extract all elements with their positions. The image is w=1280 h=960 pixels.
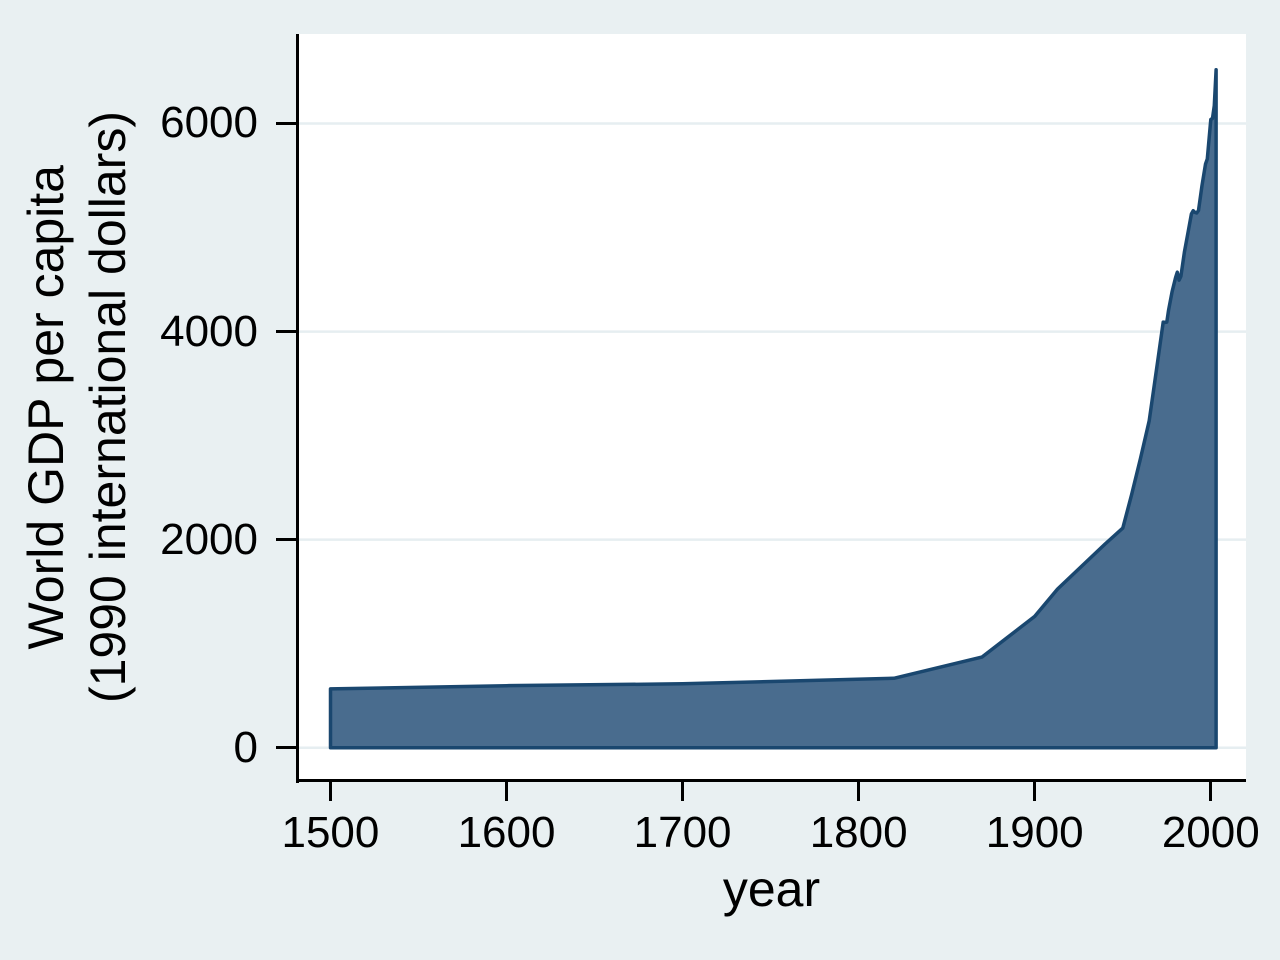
y-axis-title-line1: World GDP per capita — [18, 164, 74, 650]
x-tick-1800 — [857, 780, 861, 801]
x-tick-2000 — [1209, 780, 1213, 801]
x-tick-label-1900: 1900 — [985, 808, 1084, 857]
x-tick-label-1500: 1500 — [281, 808, 380, 857]
area-chart-svg — [297, 68, 1246, 750]
x-tick-label-1700: 1700 — [633, 808, 732, 857]
y-tick-2000 — [276, 538, 297, 542]
y-tick-label-6000: 6000 — [160, 98, 258, 148]
y-tick-4000 — [276, 330, 297, 334]
y-tick-6000 — [276, 121, 297, 125]
plot-area — [297, 34, 1246, 780]
x-axis-line — [295, 779, 1246, 782]
y-tick-0 — [276, 746, 297, 750]
y-tick-label-2000: 2000 — [160, 514, 258, 564]
x-tick-label-1600: 1600 — [457, 808, 556, 857]
y-tick-label-4000: 4000 — [160, 306, 258, 356]
x-tick-label-1800: 1800 — [809, 808, 908, 857]
x-tick-1600 — [505, 780, 509, 801]
x-axis-title: year — [722, 861, 821, 917]
x-tick-label-2000: 2000 — [1161, 808, 1260, 857]
y-axis-title-line2: (1990 international dollars) — [79, 110, 136, 704]
y-axis-line — [295, 34, 299, 783]
x-tick-1700 — [681, 780, 685, 801]
y-tick-label-0: 0 — [233, 722, 258, 772]
x-tick-1500 — [328, 780, 332, 801]
gdp-area-series — [328, 68, 1218, 750]
x-tick-1900 — [1033, 780, 1037, 801]
